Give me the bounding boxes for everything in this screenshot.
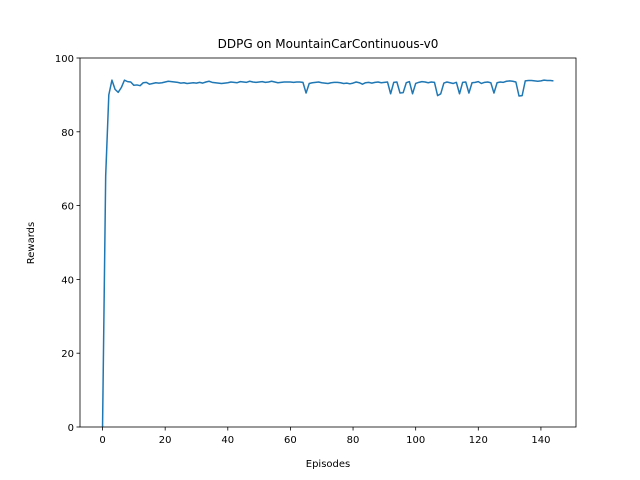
y-tick-label: 80	[61, 128, 74, 139]
y-tick-label: 40	[61, 275, 74, 286]
y-tick-label: 100	[55, 54, 74, 65]
x-tick-label: 80	[347, 435, 360, 446]
x-tick-label: 0	[99, 435, 105, 446]
y-axis-label: Rewards	[26, 222, 37, 264]
y-tick-label: 0	[68, 423, 74, 434]
x-tick-label: 140	[531, 435, 550, 446]
x-tick-label: 20	[159, 435, 172, 446]
x-axis-label: Episodes	[306, 459, 350, 470]
y-tick-label: 60	[61, 202, 74, 213]
plot-frame	[79, 57, 577, 428]
chart-title: DDPG on MountainCarContinuous-v0	[218, 37, 439, 51]
x-tick-label: 120	[469, 435, 488, 446]
line-series	[101, 79, 554, 428]
y-tick-label: 20	[61, 349, 74, 360]
x-tick-label: 100	[406, 435, 425, 446]
x-tick-label: 60	[284, 435, 297, 446]
x-tick-label: 40	[221, 435, 234, 446]
